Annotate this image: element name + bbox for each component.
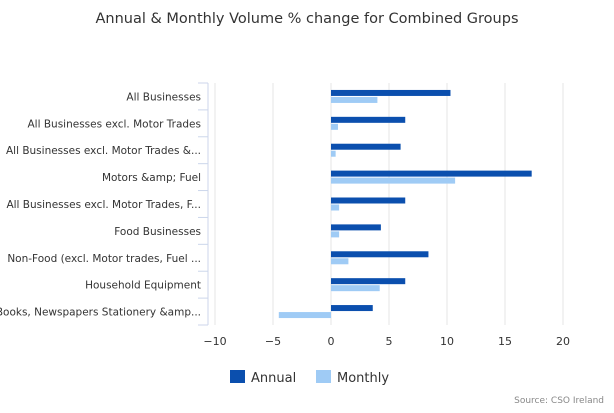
legend-label: Annual bbox=[251, 371, 296, 386]
legend-swatch bbox=[316, 370, 331, 383]
bar-monthly[interactable] bbox=[331, 123, 338, 130]
bar-annual[interactable] bbox=[331, 251, 429, 258]
x-tick-label: −10 bbox=[203, 335, 226, 348]
bar-monthly[interactable] bbox=[331, 150, 336, 157]
category-label: Motors &amp; Fuel bbox=[102, 172, 201, 184]
bar-annual[interactable] bbox=[331, 224, 381, 231]
bar-monthly[interactable] bbox=[331, 177, 456, 184]
source-credit: Source: CSO Ireland bbox=[514, 396, 604, 406]
x-tick-label: 0 bbox=[328, 335, 335, 348]
legend-item-annual[interactable]: Annual bbox=[230, 370, 296, 386]
bar-annual[interactable] bbox=[331, 197, 406, 204]
category-label: Books, Newspapers Stationery &amp... bbox=[0, 307, 201, 319]
grid-lines bbox=[198, 82, 564, 326]
legend-label: Monthly bbox=[337, 371, 389, 386]
category-label: All Businesses excl. Motor Trades, F... bbox=[6, 199, 201, 211]
chart-title: Annual & Monthly Volume % change for Com… bbox=[95, 11, 518, 27]
bar-annual[interactable] bbox=[331, 116, 406, 123]
category-label: All Businesses excl. Motor Trades &... bbox=[6, 145, 201, 157]
bar-annual[interactable] bbox=[331, 305, 373, 312]
category-label: Household Equipment bbox=[85, 280, 201, 292]
bar-monthly[interactable] bbox=[278, 312, 331, 319]
bar-annual[interactable] bbox=[331, 89, 451, 96]
category-label: All Businesses excl. Motor Trades bbox=[28, 118, 202, 130]
bar-annual[interactable] bbox=[331, 170, 532, 177]
legend-item-monthly[interactable]: Monthly bbox=[316, 370, 389, 386]
x-tick-label: 5 bbox=[386, 335, 393, 348]
bar-monthly[interactable] bbox=[331, 285, 380, 292]
x-tick-label: 15 bbox=[498, 335, 512, 348]
x-tick-label: 10 bbox=[440, 335, 454, 348]
x-tick-label: −5 bbox=[265, 335, 281, 348]
category-labels: All Businesses All Businesses excl. Motor… bbox=[0, 91, 201, 318]
bars bbox=[278, 89, 532, 319]
legend: Annual Monthly bbox=[230, 370, 389, 386]
legend-swatch bbox=[230, 370, 245, 383]
bar-annual[interactable] bbox=[331, 278, 406, 285]
bar-monthly[interactable] bbox=[331, 231, 340, 238]
bar-monthly[interactable] bbox=[331, 96, 378, 103]
bar-monthly[interactable] bbox=[331, 204, 340, 211]
category-label: All Businesses bbox=[126, 91, 201, 103]
bar-monthly[interactable] bbox=[331, 258, 349, 265]
x-tick-label: 20 bbox=[556, 335, 570, 348]
category-label: Food Businesses bbox=[114, 226, 201, 238]
x-axis-tick-labels: −10 −5 0 5 10 15 20 bbox=[203, 335, 570, 348]
bar-annual[interactable] bbox=[331, 143, 401, 150]
category-label: Non-Food (excl. Motor trades, Fuel ... bbox=[7, 253, 201, 265]
